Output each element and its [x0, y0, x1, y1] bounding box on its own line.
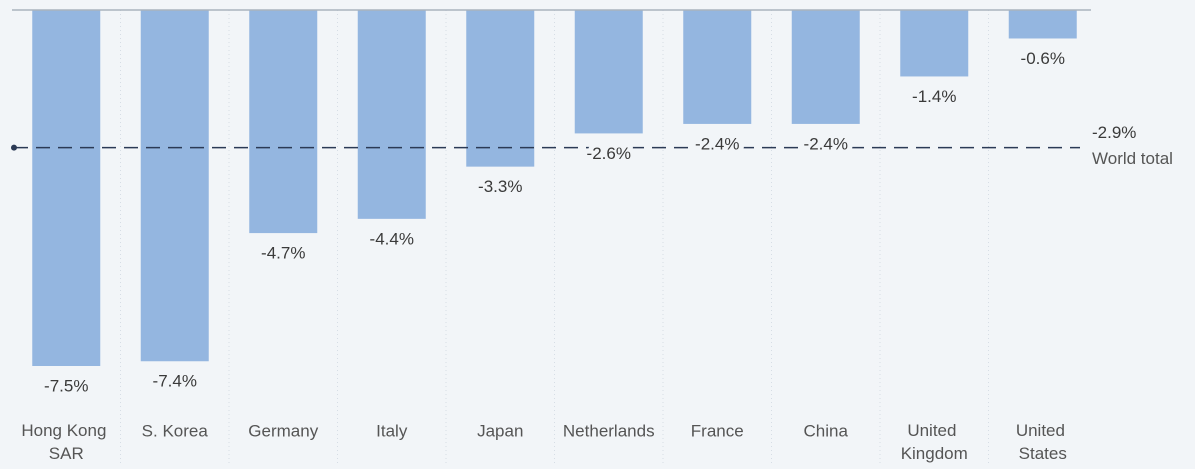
x-tick-label: S. Korea — [142, 421, 209, 440]
x-tick-label: Hong Kong SAR — [21, 421, 111, 463]
bar — [900, 10, 969, 77]
x-tick-label: Italy — [376, 421, 408, 440]
x-tick-label: Japan — [477, 421, 523, 440]
value-label: -7.4% — [153, 372, 197, 391]
value-label: -2.4% — [804, 134, 848, 153]
x-tick-label: Germany — [248, 421, 318, 440]
x-tick-label: China — [804, 421, 849, 440]
bar — [1008, 10, 1077, 39]
value-label: -2.4% — [695, 134, 739, 153]
reference-value-label: -2.9% — [1092, 123, 1136, 142]
x-tick-label: United Kingdom — [901, 421, 968, 463]
bar — [466, 10, 535, 167]
value-label: -4.7% — [261, 244, 305, 263]
bar — [249, 10, 318, 234]
bar — [357, 10, 426, 219]
value-label: -1.4% — [912, 87, 956, 106]
reference-label: World total — [1092, 149, 1173, 168]
value-label: -2.6% — [587, 144, 631, 163]
bar — [574, 10, 643, 134]
bar — [791, 10, 860, 124]
value-label: -7.5% — [44, 376, 88, 395]
bar — [683, 10, 752, 124]
bar — [140, 10, 209, 362]
reference-dot — [11, 144, 17, 151]
bar — [32, 10, 101, 366]
x-tick-label: United States — [1016, 421, 1070, 463]
value-label: -3.3% — [478, 177, 522, 196]
x-tick-label: Netherlands — [563, 421, 655, 440]
value-label: -4.4% — [370, 229, 414, 248]
value-label: -0.6% — [1021, 49, 1065, 68]
x-tick-label: France — [691, 421, 744, 440]
